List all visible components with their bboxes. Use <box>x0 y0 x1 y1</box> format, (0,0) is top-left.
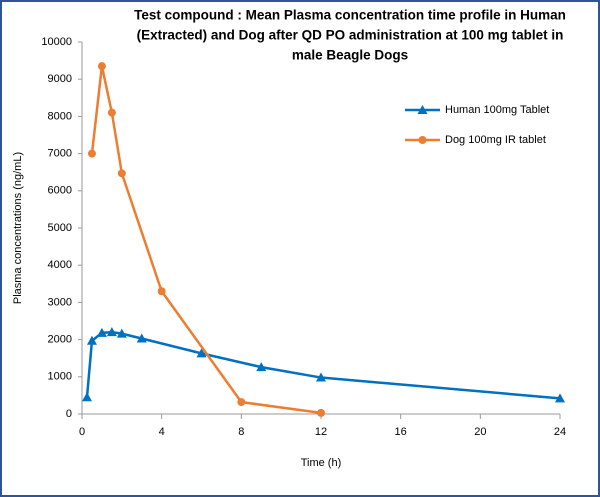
marker <box>87 149 96 158</box>
marker <box>116 328 127 338</box>
x-tick-label: 20 <box>474 426 486 438</box>
marker <box>237 398 246 407</box>
legend-marker <box>418 136 427 144</box>
series-line <box>85 330 561 400</box>
y-tick-label: 10000 <box>41 36 72 48</box>
marker <box>86 335 97 345</box>
y-tick-label: 0 <box>66 408 72 420</box>
legend-marker <box>417 105 428 114</box>
marker <box>317 408 325 417</box>
marker <box>196 348 207 358</box>
marker <box>97 62 106 71</box>
x-tick-label: 0 <box>79 426 85 438</box>
chart-title: Test compound : Mean Plasma concentratio… <box>134 8 566 23</box>
legend-label: Dog 100mg IR tablet <box>445 134 546 146</box>
y-tick-label: 5000 <box>48 222 72 234</box>
legend-label: Human 100mg Tablet <box>445 104 549 116</box>
y-tick-label: 2000 <box>48 334 72 346</box>
marker <box>96 327 107 337</box>
marker <box>107 108 116 117</box>
chart-title: male Beagle Dogs <box>292 48 408 63</box>
y-tick-label: 1000 <box>48 371 72 383</box>
x-tick-label: 24 <box>554 426 566 438</box>
y-tick-label: 6000 <box>48 185 72 197</box>
x-tick-label: 16 <box>395 426 407 438</box>
x-tick-label: 4 <box>159 426 165 438</box>
marker <box>256 362 267 372</box>
y-tick-label: 4000 <box>48 259 72 271</box>
marker <box>117 169 126 178</box>
marker <box>157 287 166 296</box>
y-tick-label: 7000 <box>48 148 72 160</box>
marker <box>81 392 92 402</box>
y-axis-label: Plasma concentrations (ng/mL) <box>12 152 24 304</box>
marker <box>106 327 117 337</box>
x-tick-label: 8 <box>238 426 244 438</box>
chart-title: (Extracted) and Dog after QD PO administ… <box>137 28 564 43</box>
marker <box>316 372 326 382</box>
x-axis-label: Time (h) <box>301 457 342 469</box>
y-tick-label: 8000 <box>48 110 72 122</box>
marker <box>555 393 565 403</box>
marker <box>136 333 147 343</box>
y-tick-label: 9000 <box>48 73 72 85</box>
x-tick-label: 12 <box>315 426 327 438</box>
y-tick-label: 3000 <box>48 296 72 308</box>
